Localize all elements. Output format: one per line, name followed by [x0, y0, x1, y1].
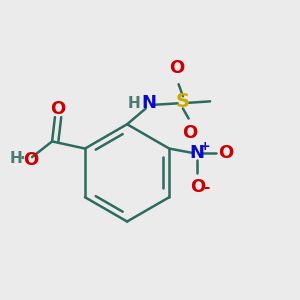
- Text: N: N: [141, 94, 156, 112]
- Text: +: +: [200, 140, 210, 153]
- Text: S: S: [176, 92, 190, 111]
- Text: O: O: [50, 100, 65, 118]
- Text: O: O: [169, 59, 185, 77]
- Text: ·: ·: [20, 152, 26, 166]
- Text: O: O: [218, 144, 233, 162]
- Text: O: O: [182, 124, 198, 142]
- Text: O: O: [23, 151, 38, 169]
- Text: O: O: [190, 178, 205, 196]
- Text: H: H: [10, 152, 23, 166]
- Text: N: N: [190, 144, 205, 162]
- Text: H: H: [128, 96, 141, 111]
- Text: -: -: [203, 180, 209, 195]
